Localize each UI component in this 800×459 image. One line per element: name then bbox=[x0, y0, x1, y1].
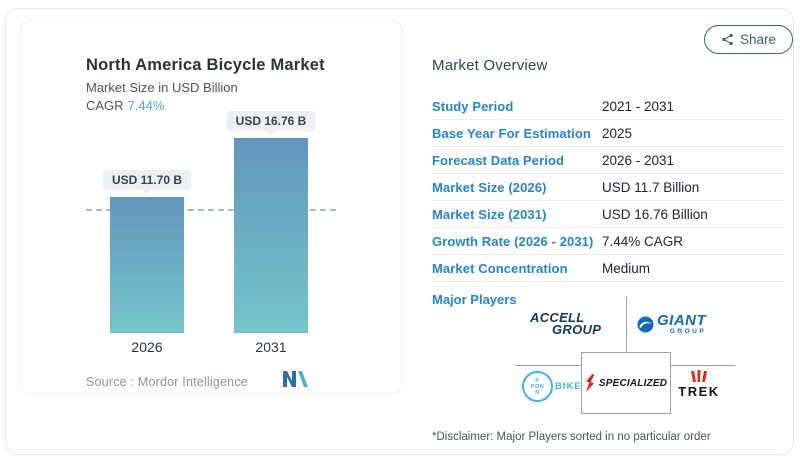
mordor-intelligence-logo-icon bbox=[283, 371, 309, 392]
share-button[interactable]: Share bbox=[704, 25, 793, 54]
row-value: Medium bbox=[602, 260, 651, 276]
source-name: Mordor Intelligence bbox=[137, 375, 248, 389]
table-row: Forecast Data Period 2026 - 2031 bbox=[432, 147, 784, 174]
players-connector-right bbox=[671, 365, 735, 366]
row-label: Study Period bbox=[432, 98, 514, 114]
share-label: Share bbox=[739, 32, 777, 47]
row-value: 7.44% CAGR bbox=[602, 233, 684, 249]
bar-year-label: 2031 bbox=[255, 339, 287, 355]
row-label: Base Year For Estimation bbox=[432, 125, 591, 141]
cagr-label: CAGR bbox=[86, 98, 124, 113]
pon-circle-icon: P PON N bbox=[522, 371, 553, 402]
accell-group-logo: ACCELL GROUP bbox=[530, 310, 602, 337]
chart-subtitle: Market Size in USD Billion bbox=[86, 80, 238, 95]
threshold-dashed-line bbox=[86, 209, 336, 211]
row-value: USD 16.76 Billion bbox=[602, 206, 708, 222]
table-row: Study Period 2021 - 2031 bbox=[432, 93, 784, 120]
specialized-logo-box: SPECIALIZED bbox=[581, 352, 671, 414]
row-value: 2025 bbox=[602, 125, 633, 141]
bar-value-pill: USD 16.76 B bbox=[226, 111, 316, 131]
market-overview-title: Market Overview bbox=[432, 57, 548, 74]
source-label: Source : bbox=[86, 375, 138, 389]
specialized-s-icon bbox=[585, 374, 595, 392]
major-players-label: Major Players bbox=[432, 292, 517, 307]
row-label: Forecast Data Period bbox=[432, 152, 565, 168]
bar-value-pill: USD 11.70 B bbox=[102, 170, 192, 190]
report-card: North America Bicycle Market Market Size… bbox=[5, 8, 794, 455]
table-row: Market Concentration Medium bbox=[432, 255, 784, 282]
giant-group-logo: GIANT GROUP bbox=[637, 313, 706, 335]
table-row: Market Size (2026) USD 11.7 Billion bbox=[432, 174, 784, 201]
row-label: Market Concentration bbox=[432, 260, 568, 276]
table-row: Market Size (2031) USD 16.76 Billion bbox=[432, 201, 784, 228]
chart-title: North America Bicycle Market bbox=[86, 56, 325, 74]
chart-card bbox=[20, 20, 403, 394]
cagr-line: CAGR 7.44% bbox=[86, 98, 164, 113]
row-value: 2026 - 2031 bbox=[602, 152, 675, 168]
bar bbox=[234, 138, 308, 333]
giant-circle-icon bbox=[637, 316, 654, 333]
bar bbox=[110, 197, 184, 333]
share-icon bbox=[721, 33, 734, 46]
players-connector-vertical bbox=[626, 297, 627, 352]
source-row: Source : Mordor Intelligence bbox=[86, 375, 248, 389]
row-label: Market Size (2031) bbox=[432, 206, 547, 222]
row-value: 2021 - 2031 bbox=[602, 98, 675, 114]
row-label: Market Size (2026) bbox=[432, 179, 547, 195]
row-label: Growth Rate (2026 - 2031) bbox=[432, 233, 594, 249]
table-row: Growth Rate (2026 - 2031) 7.44% CAGR bbox=[432, 228, 784, 255]
trek-shield-icon bbox=[689, 370, 709, 383]
table-row: Base Year For Estimation 2025 bbox=[432, 120, 784, 147]
row-value: USD 11.7 Billion bbox=[602, 179, 700, 195]
trek-logo: TREK bbox=[670, 370, 728, 399]
players-connector-left bbox=[515, 365, 581, 366]
pon-bike-logo: P PON N BIKE bbox=[522, 371, 582, 402]
bar-year-label: 2026 bbox=[131, 339, 163, 355]
cagr-value: 7.44% bbox=[127, 98, 165, 113]
overview-table: Study Period 2021 - 2031 Base Year For E… bbox=[432, 93, 784, 282]
disclaimer-text: *Disclaimer: Major Players sorted in no … bbox=[432, 431, 711, 443]
